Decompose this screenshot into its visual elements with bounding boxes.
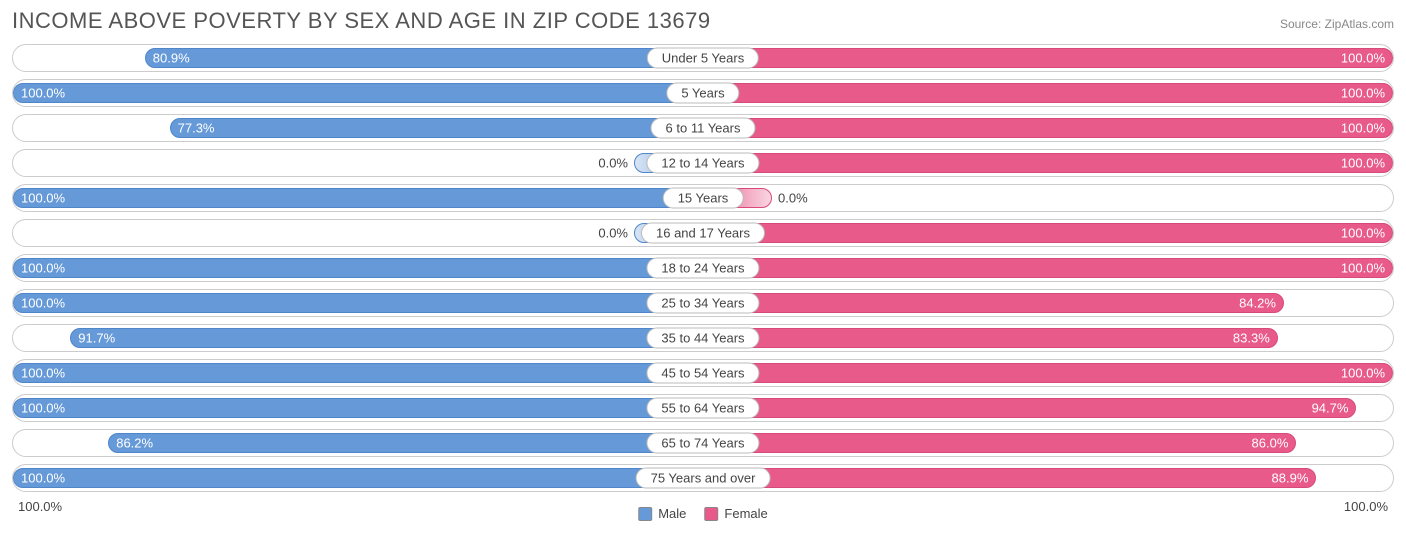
female-bar — [703, 293, 1284, 313]
male-bar — [13, 293, 703, 313]
legend-male: Male — [638, 506, 686, 521]
male-value-label: 0.0% — [598, 226, 628, 241]
source-label: Source: ZipAtlas.com — [1280, 17, 1394, 31]
chart-row: 0.0% 100.0% 12 to 14 Years — [12, 149, 1394, 177]
female-bar — [703, 468, 1316, 488]
female-value-label: 86.0% — [1252, 436, 1289, 451]
female-bar — [703, 363, 1393, 383]
category-label: 25 to 34 Years — [646, 293, 759, 314]
male-bar — [13, 468, 703, 488]
category-label: 55 to 64 Years — [646, 398, 759, 419]
legend: Male Female — [638, 506, 768, 521]
female-bar — [703, 328, 1278, 348]
male-bar — [13, 258, 703, 278]
male-bar — [13, 398, 703, 418]
female-bar — [703, 48, 1393, 68]
chart-footer: 100.0% 100.0% Male Female — [12, 499, 1394, 519]
category-label: 45 to 54 Years — [646, 363, 759, 384]
female-value-label: 100.0% — [1341, 156, 1385, 171]
female-value-label: 100.0% — [1341, 121, 1385, 136]
category-label: 12 to 14 Years — [646, 153, 759, 174]
male-bar — [145, 48, 703, 68]
chart-row: 0.0% 100.0% 16 and 17 Years — [12, 219, 1394, 247]
female-value-label: 94.7% — [1312, 401, 1349, 416]
chart-row: 100.0% 84.2% 25 to 34 Years — [12, 289, 1394, 317]
female-bar — [703, 153, 1393, 173]
male-value-label: 100.0% — [21, 261, 65, 276]
male-bar — [170, 118, 703, 138]
chart-row: 100.0% 0.0% 15 Years — [12, 184, 1394, 212]
male-value-label: 100.0% — [21, 86, 65, 101]
female-bar — [703, 398, 1356, 418]
category-label: 35 to 44 Years — [646, 328, 759, 349]
chart-row: 91.7% 83.3% 35 to 44 Years — [12, 324, 1394, 352]
legend-female-label: Female — [724, 506, 767, 521]
category-label: 5 Years — [666, 83, 739, 104]
chart-row: 86.2% 86.0% 65 to 74 Years — [12, 429, 1394, 457]
category-label: Under 5 Years — [647, 48, 759, 69]
chart-row: 100.0% 100.0% 5 Years — [12, 79, 1394, 107]
male-value-label: 80.9% — [153, 51, 190, 66]
female-value-label: 84.2% — [1239, 296, 1276, 311]
header: INCOME ABOVE POVERTY BY SEX AND AGE IN Z… — [12, 8, 1394, 34]
chart-row: 100.0% 100.0% 45 to 54 Years — [12, 359, 1394, 387]
chart-row: 77.3% 100.0% 6 to 11 Years — [12, 114, 1394, 142]
male-value-label: 100.0% — [21, 191, 65, 206]
male-value-label: 100.0% — [21, 296, 65, 311]
category-label: 65 to 74 Years — [646, 433, 759, 454]
male-bar — [108, 433, 703, 453]
female-bar — [703, 258, 1393, 278]
female-value-label: 88.9% — [1272, 471, 1309, 486]
female-bar — [703, 433, 1296, 453]
male-value-label: 100.0% — [21, 401, 65, 416]
chart-row: 100.0% 94.7% 55 to 64 Years — [12, 394, 1394, 422]
male-bar — [13, 83, 703, 103]
chart-title: INCOME ABOVE POVERTY BY SEX AND AGE IN Z… — [12, 8, 711, 34]
female-value-label: 0.0% — [778, 191, 808, 206]
male-swatch-icon — [638, 507, 652, 521]
chart-row: 100.0% 88.9% 75 Years and over — [12, 464, 1394, 492]
male-value-label: 91.7% — [78, 331, 115, 346]
female-value-label: 100.0% — [1341, 366, 1385, 381]
chart-row: 100.0% 100.0% 18 to 24 Years — [12, 254, 1394, 282]
category-label: 15 Years — [663, 188, 744, 209]
male-value-label: 86.2% — [116, 436, 153, 451]
male-value-label: 0.0% — [598, 156, 628, 171]
female-value-label: 100.0% — [1341, 86, 1385, 101]
axis-left-label: 100.0% — [18, 499, 62, 514]
male-value-label: 100.0% — [21, 366, 65, 381]
female-bar — [703, 83, 1393, 103]
male-bar — [13, 188, 703, 208]
category-label: 16 and 17 Years — [641, 223, 765, 244]
legend-male-label: Male — [658, 506, 686, 521]
female-value-label: 100.0% — [1341, 261, 1385, 276]
male-value-label: 77.3% — [178, 121, 215, 136]
female-value-label: 100.0% — [1341, 226, 1385, 241]
axis-right-label: 100.0% — [1344, 499, 1388, 514]
legend-female: Female — [704, 506, 767, 521]
category-label: 75 Years and over — [636, 468, 771, 489]
chart-row: 80.9% 100.0% Under 5 Years — [12, 44, 1394, 72]
female-bar — [703, 118, 1393, 138]
female-value-label: 100.0% — [1341, 51, 1385, 66]
male-bar — [70, 328, 703, 348]
category-label: 6 to 11 Years — [651, 118, 756, 139]
female-bar — [703, 223, 1393, 243]
male-value-label: 100.0% — [21, 471, 65, 486]
male-bar — [13, 363, 703, 383]
diverging-bar-chart: 80.9% 100.0% Under 5 Years 100.0% 100.0% 5 Ye… — [12, 44, 1394, 492]
category-label: 18 to 24 Years — [646, 258, 759, 279]
female-swatch-icon — [704, 507, 718, 521]
female-value-label: 83.3% — [1233, 331, 1270, 346]
